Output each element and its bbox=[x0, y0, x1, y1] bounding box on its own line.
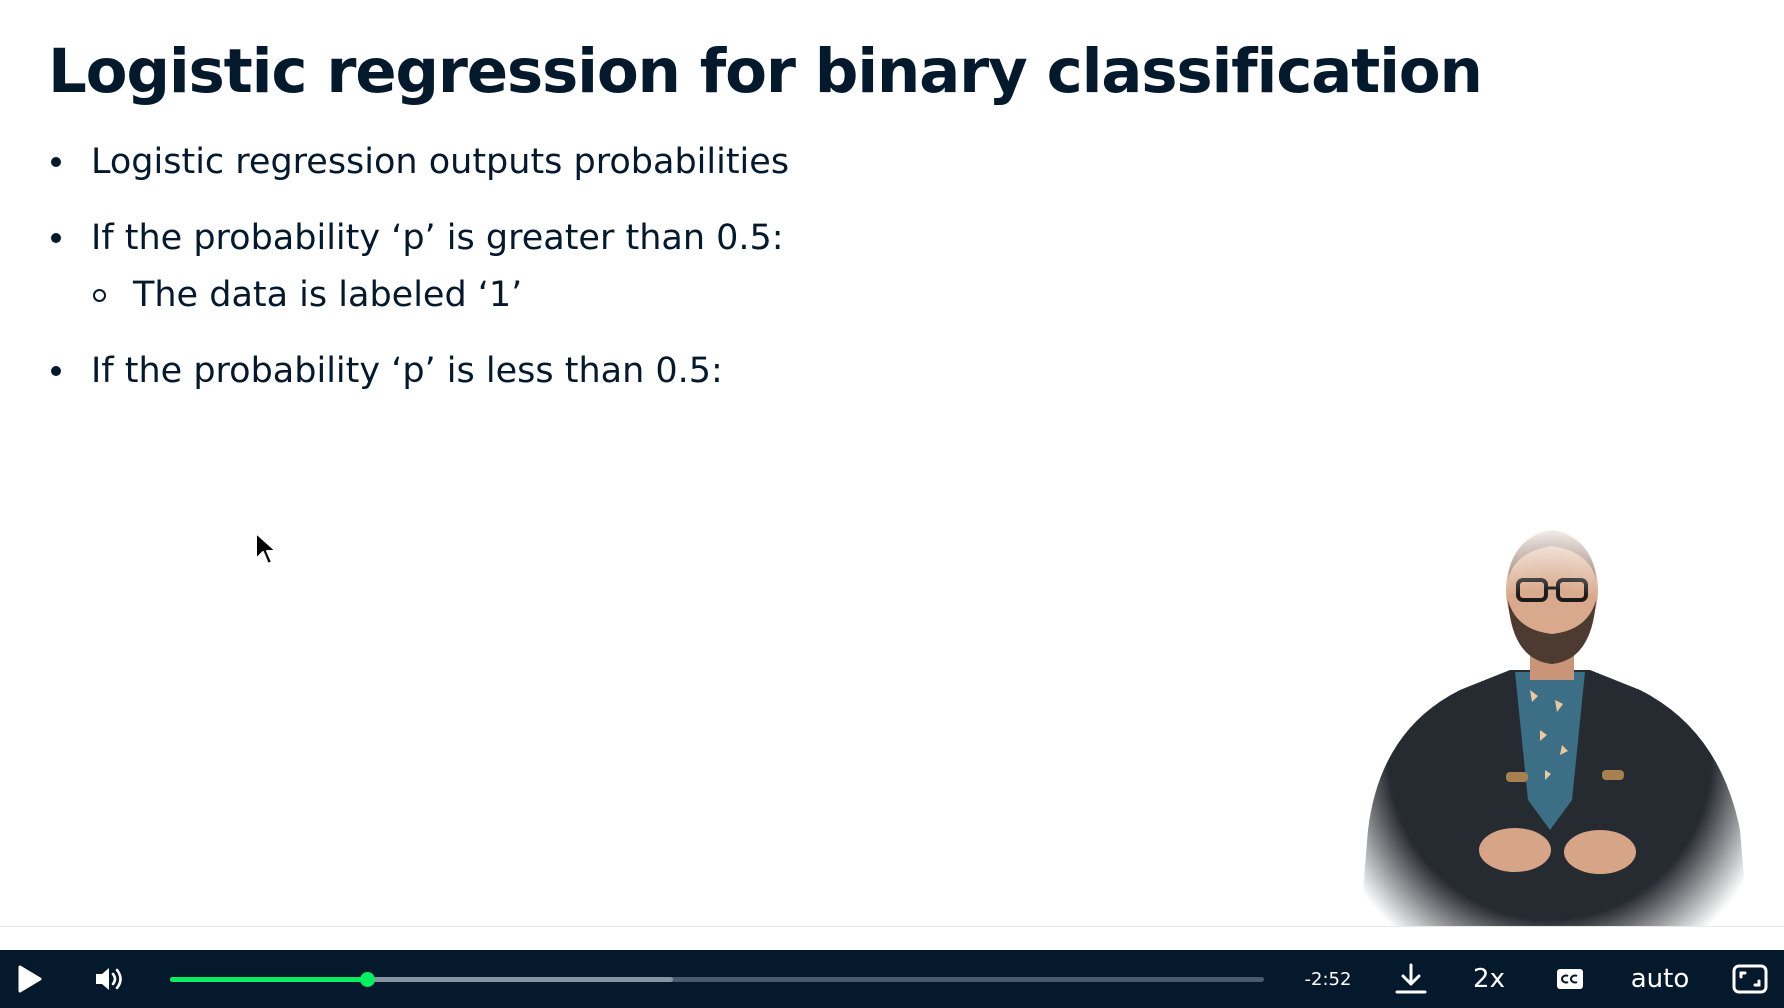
bullet-ring-icon bbox=[93, 289, 106, 302]
download-button[interactable] bbox=[1390, 950, 1432, 1008]
bullet-item: If the probability ‘p’ is less than 0.5: bbox=[51, 349, 723, 393]
bullet-dot-icon bbox=[51, 233, 61, 243]
mouse-pointer-icon bbox=[255, 532, 277, 565]
sub-bullet-item: The data is labeled ‘1’ bbox=[93, 273, 523, 317]
bullet-item: Logistic regression outputs probabilitie… bbox=[51, 140, 790, 184]
closed-captions-icon bbox=[1557, 969, 1583, 989]
volume-button[interactable] bbox=[88, 950, 132, 1008]
volume-icon bbox=[96, 968, 122, 990]
fullscreen-button[interactable] bbox=[1728, 950, 1772, 1008]
download-icon bbox=[1395, 963, 1427, 994]
time-remaining: -2:52 bbox=[1304, 968, 1352, 990]
play-icon bbox=[18, 965, 42, 993]
sub-bullet-text: The data is labeled ‘1’ bbox=[133, 275, 523, 315]
bullet-item: If the probability ‘p’ is greater than 0… bbox=[51, 216, 784, 260]
video-frame[interactable]: Logistic regression for binary classific… bbox=[0, 0, 1784, 927]
progress-played bbox=[170, 977, 367, 982]
bullet-text: If the probability ‘p’ is greater than 0… bbox=[91, 218, 784, 258]
quality-selector[interactable]: auto bbox=[1630, 964, 1690, 994]
player-controls: -2:52 2x auto bbox=[0, 950, 1784, 1008]
playback-speed-button[interactable]: 2x bbox=[1473, 964, 1505, 994]
closed-captions-button[interactable] bbox=[1552, 950, 1588, 1008]
progress-bar[interactable] bbox=[170, 972, 1264, 987]
progress-scrubber-handle[interactable] bbox=[359, 972, 375, 987]
bullet-dot-icon bbox=[51, 157, 61, 167]
progress-buffered bbox=[170, 977, 674, 982]
bullet-text: If the probability ‘p’ is less than 0.5: bbox=[91, 351, 723, 391]
bullet-dot-icon bbox=[51, 366, 61, 376]
presenter-video bbox=[1340, 500, 1760, 926]
fullscreen-icon bbox=[1732, 964, 1768, 994]
bullet-text: Logistic regression outputs probabilitie… bbox=[91, 142, 790, 182]
slide-title: Logistic regression for binary classific… bbox=[48, 36, 1483, 107]
play-button[interactable] bbox=[10, 950, 50, 1008]
